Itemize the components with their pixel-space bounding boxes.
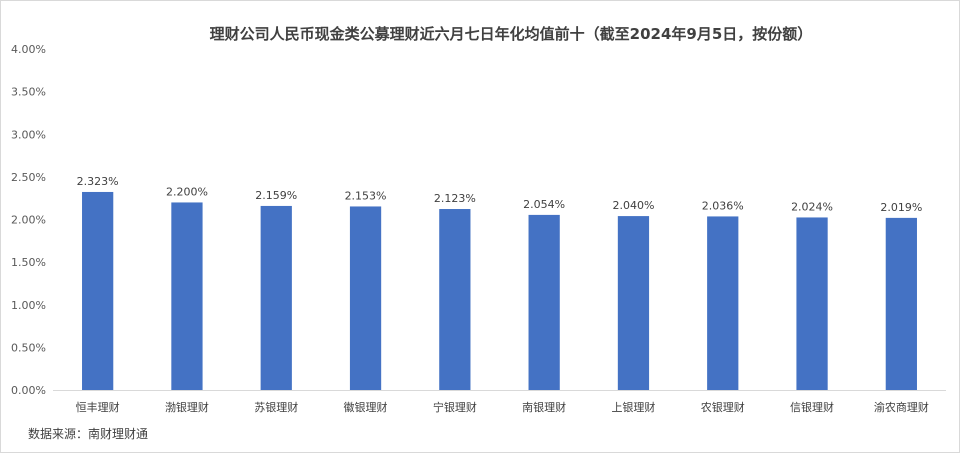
x-category-label: 农银理财 bbox=[701, 400, 745, 414]
bar bbox=[349, 206, 382, 390]
x-category-label: 恒丰理财 bbox=[76, 400, 120, 414]
data-label: 2.024% bbox=[791, 200, 833, 213]
x-category-label: 渝农商理财 bbox=[874, 400, 929, 414]
y-tick-label: 4.00% bbox=[11, 43, 46, 56]
y-tick-label: 2.00% bbox=[11, 214, 46, 227]
data-label: 2.036% bbox=[702, 199, 744, 212]
x-category-label: 渤银理财 bbox=[165, 400, 209, 414]
y-tick-label: 2.50% bbox=[11, 171, 46, 184]
data-label: 2.159% bbox=[255, 189, 297, 202]
bar bbox=[171, 202, 203, 390]
y-tick-label: 1.00% bbox=[11, 299, 46, 312]
data-label: 2.040% bbox=[612, 199, 654, 212]
bar bbox=[82, 191, 114, 390]
x-category-label: 宁银理财 bbox=[433, 400, 477, 414]
x-category-label: 信银理财 bbox=[790, 400, 834, 414]
bar bbox=[885, 217, 917, 390]
y-tick-label: 3.50% bbox=[11, 86, 46, 99]
x-category-label: 上银理财 bbox=[611, 400, 655, 414]
x-category-label: 徽银理财 bbox=[344, 400, 388, 414]
chart-title: 理财公司人民币现金类公募理财近六月七日年化均值前十（截至2024年9月5日，按份… bbox=[209, 25, 813, 43]
bar bbox=[439, 209, 471, 390]
bar bbox=[617, 216, 650, 390]
data-label: 2.200% bbox=[166, 185, 208, 198]
y-tick-label: 0.00% bbox=[11, 384, 46, 397]
bar bbox=[260, 205, 292, 390]
x-category-label: 南银理财 bbox=[522, 400, 566, 414]
data-label: 2.123% bbox=[434, 192, 476, 205]
y-tick-label: 1.50% bbox=[11, 256, 46, 269]
bar bbox=[528, 214, 560, 390]
y-tick-label: 0.50% bbox=[11, 341, 46, 354]
data-label: 2.054% bbox=[523, 198, 565, 211]
x-category-label: 苏银理财 bbox=[254, 400, 298, 414]
data-label: 2.323% bbox=[77, 175, 119, 188]
bar bbox=[707, 216, 739, 390]
bar bbox=[796, 217, 828, 390]
data-source-note: 数据来源：南财理财通 bbox=[28, 427, 149, 441]
data-label: 2.153% bbox=[345, 189, 387, 202]
y-tick-label: 3.00% bbox=[11, 128, 46, 141]
data-label: 2.019% bbox=[880, 201, 922, 214]
